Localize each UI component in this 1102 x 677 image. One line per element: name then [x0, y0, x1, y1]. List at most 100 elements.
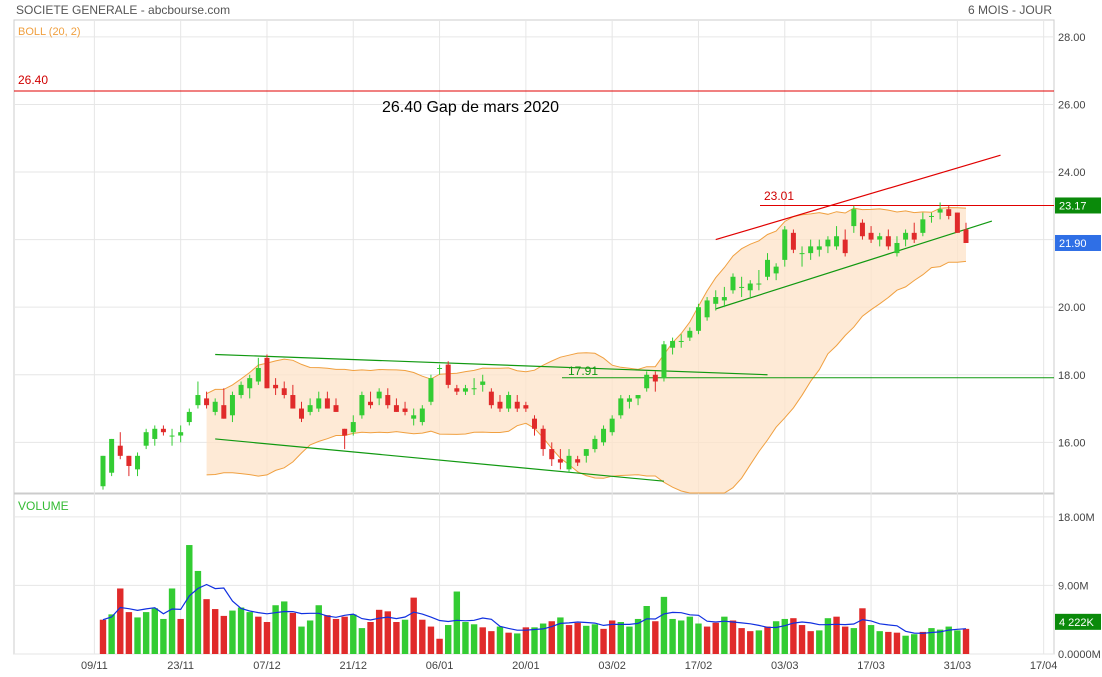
- last-price-badge: 21.90: [1059, 238, 1087, 250]
- trend-lines: [14, 90, 1054, 482]
- volume-tick-label: 9.00M: [1058, 580, 1089, 592]
- volume-bar: [755, 630, 763, 654]
- candle-body: [342, 428, 348, 436]
- candle-body: [601, 428, 607, 443]
- candle-body: [687, 330, 693, 338]
- candle-body: [825, 239, 831, 247]
- candle-body: [626, 398, 632, 402]
- volume-bar: [936, 629, 944, 654]
- volume-bar: [142, 612, 150, 654]
- candle-body: [946, 209, 952, 216]
- candle-body: [385, 395, 391, 406]
- volume-bar: [419, 619, 426, 654]
- time-tick-label: 23/11: [167, 660, 194, 672]
- time-tick-label: 06/01: [426, 660, 454, 672]
- volume-bar: [393, 622, 400, 654]
- volume-bar: [470, 624, 478, 654]
- candle-body: [204, 398, 210, 406]
- volume-bar: [427, 626, 435, 654]
- candle-body: [178, 432, 184, 436]
- volume-bar: [168, 588, 176, 654]
- volume-bar: [824, 618, 832, 654]
- volume-badge: 4 222K: [1059, 617, 1095, 629]
- volume-bar: [911, 634, 918, 654]
- volume-bar: [643, 606, 650, 654]
- bollinger-lower-line: [206, 260, 967, 494]
- high-price-badge-bg: [1055, 197, 1101, 214]
- volume-bar: [634, 618, 642, 654]
- candle-body: [937, 209, 943, 213]
- volume-bar: [496, 626, 504, 654]
- candle-body: [903, 232, 909, 240]
- candle-body: [212, 401, 218, 412]
- candle-body: [540, 428, 546, 450]
- candle-body: [963, 229, 969, 243]
- candle-body: [298, 408, 304, 419]
- candle-body: [583, 449, 589, 456]
- candle-body: [928, 215, 934, 217]
- volume-bar: [160, 618, 167, 654]
- candle-body: [851, 209, 857, 227]
- time-tick-label: 03/02: [598, 660, 626, 672]
- volume-bar: [738, 628, 745, 654]
- candle-body: [592, 438, 598, 450]
- volume-bar: [747, 631, 754, 654]
- time-tick-label: 21/12: [340, 660, 368, 672]
- price-tick-label: 20.00: [1058, 302, 1086, 314]
- volume-bar: [574, 622, 581, 654]
- time-tick-label: 09/11: [81, 660, 108, 672]
- volume-bar: [902, 635, 909, 654]
- volume-bar: [186, 545, 193, 654]
- volume-bar: [798, 625, 806, 654]
- volume-bar: [876, 631, 883, 654]
- volume-bar: [617, 622, 624, 654]
- volume-bar: [462, 622, 469, 654]
- candle-body: [143, 432, 149, 446]
- volume-bar: [764, 626, 771, 654]
- volume-bar: [488, 631, 495, 654]
- volume-bar: [401, 619, 409, 654]
- volume-bar: [117, 588, 124, 654]
- volume-bar: [721, 616, 728, 654]
- volume-bar: [919, 631, 927, 654]
- volume-bar: [289, 612, 297, 654]
- candle-body: [799, 253, 805, 255]
- volume-bar: [315, 605, 322, 654]
- volume-bar: [781, 618, 788, 654]
- volume-bar: [211, 609, 219, 654]
- candle-body: [834, 236, 840, 247]
- candle-body: [644, 374, 650, 389]
- volume-bar: [833, 616, 840, 654]
- candle-body: [333, 405, 339, 412]
- volume-bar: [945, 626, 952, 654]
- candle-body: [195, 395, 201, 406]
- volume-bar: [539, 623, 547, 654]
- volume-bar: [298, 626, 305, 654]
- volume-bar: [522, 627, 530, 654]
- candle-body: [721, 297, 727, 301]
- time-tick-label: 31/03: [944, 660, 972, 672]
- candle-body: [316, 398, 322, 409]
- candle-body: [419, 408, 425, 423]
- volume-bar: [893, 632, 901, 654]
- high-price-badge: 23.17: [1059, 200, 1087, 212]
- candle-body: [885, 236, 891, 247]
- candle-body: [773, 266, 779, 274]
- volume-bar: [281, 601, 288, 654]
- volume-bar: [194, 570, 202, 654]
- candle-body: [635, 395, 641, 399]
- price-tick-label: 26.00: [1058, 99, 1086, 111]
- volume-bar: [652, 621, 659, 654]
- volume-bar: [350, 614, 357, 654]
- candle-body: [229, 395, 235, 416]
- volume-bar: [263, 622, 271, 654]
- candle-body: [462, 388, 468, 392]
- bollinger-upper-line: [206, 207, 967, 395]
- candle-body: [790, 232, 796, 250]
- volume-bar: [712, 622, 719, 654]
- volume-badge-bg: [1055, 613, 1101, 630]
- volume-bar: [565, 625, 573, 654]
- candle-body: [730, 276, 736, 291]
- volume-bar: [626, 626, 633, 654]
